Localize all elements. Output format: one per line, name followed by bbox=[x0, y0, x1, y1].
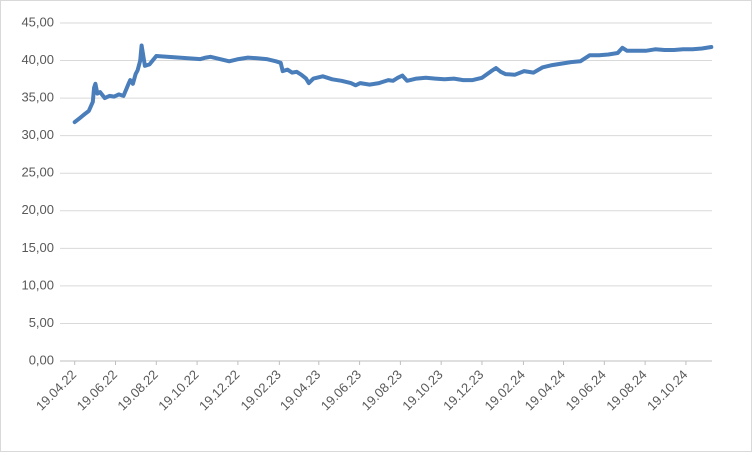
y-tick-label: 30,00 bbox=[21, 127, 54, 142]
y-tick-label: 15,00 bbox=[21, 240, 54, 255]
y-tick-label: 40,00 bbox=[21, 52, 54, 67]
y-tick-label: 45,00 bbox=[21, 14, 54, 29]
y-tick-label: 35,00 bbox=[21, 90, 54, 105]
y-tick-label: 5,00 bbox=[29, 315, 54, 330]
data-line bbox=[72, 43, 714, 125]
y-tick-label: 0,00 bbox=[29, 352, 54, 367]
y-tick-label: 20,00 bbox=[21, 202, 54, 217]
y-tick-label: 10,00 bbox=[21, 277, 54, 292]
y-tick-label: 25,00 bbox=[21, 165, 54, 180]
